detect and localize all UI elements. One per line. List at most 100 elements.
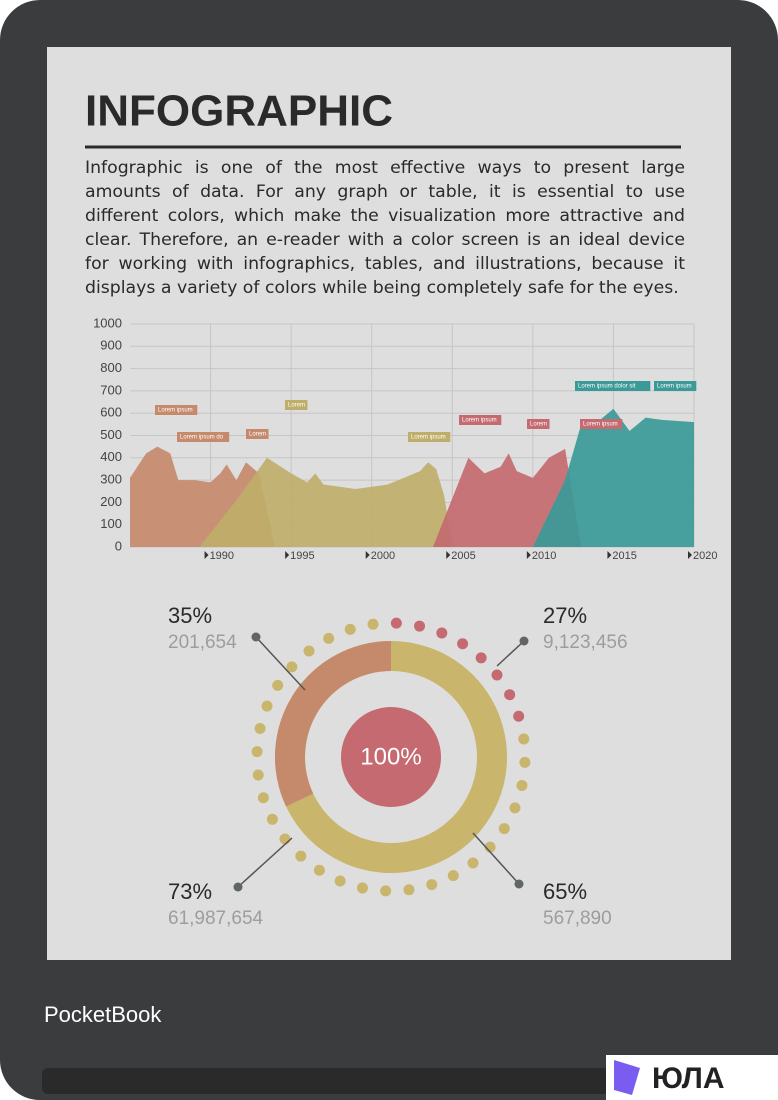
x-tick-arrow xyxy=(688,551,692,559)
y-tick-label: 300 xyxy=(100,472,122,487)
x-tick-arrow xyxy=(446,551,451,559)
y-tick-label: 400 xyxy=(100,449,122,464)
ring-dot xyxy=(254,722,266,734)
ring-dot xyxy=(403,884,415,896)
leader-dot xyxy=(251,632,261,642)
ring-dot xyxy=(498,823,510,835)
ring-dot xyxy=(252,769,264,781)
x-tick-label: 1995 xyxy=(290,550,314,562)
x-tick-label: 2000 xyxy=(371,550,395,562)
annotation-box xyxy=(285,400,308,410)
ring-dot xyxy=(436,627,448,639)
ring-dot xyxy=(513,710,525,722)
y-tick-label: 500 xyxy=(100,427,122,442)
ring-dot xyxy=(257,792,269,804)
annotation: Lorem ipsum xyxy=(411,435,446,441)
annotation-box xyxy=(575,381,651,391)
callout-count: 201,654 xyxy=(168,632,237,653)
callout-percent: 27% xyxy=(543,603,587,628)
buttons xyxy=(42,1068,642,1094)
ring-dot xyxy=(303,645,315,657)
annotation-box xyxy=(459,415,502,425)
y-tick-label: 800 xyxy=(100,360,122,375)
ring-dot xyxy=(518,733,530,745)
leader-line xyxy=(472,832,520,885)
ring-dot xyxy=(516,780,528,792)
brand: PocketBook xyxy=(44,1002,162,1027)
ring-dot xyxy=(519,756,531,768)
leader-dot xyxy=(519,636,529,646)
y-tick-label: 0 xyxy=(115,538,122,553)
callout-count: 567,890 xyxy=(543,908,612,929)
ring-dot xyxy=(380,885,392,897)
ring-dot xyxy=(414,620,426,632)
center-circle xyxy=(341,707,441,807)
callout-percent: 73% xyxy=(168,879,212,904)
area xyxy=(432,448,582,547)
annotation-box xyxy=(654,381,697,391)
area xyxy=(199,457,453,547)
annotation-box xyxy=(155,405,198,415)
ring-dot xyxy=(272,679,284,691)
ring-dot xyxy=(286,661,298,673)
annotation: Lorem xyxy=(530,422,547,428)
ring-dot xyxy=(457,638,469,650)
y-tick-label: 600 xyxy=(100,405,122,420)
ring-dot xyxy=(426,879,438,891)
ring-dot xyxy=(334,875,346,887)
annotation: Lorem ipsum do xyxy=(180,435,224,441)
annotation: Lorem ipsum xyxy=(657,384,692,390)
area xyxy=(532,408,694,547)
ring-dot xyxy=(344,623,356,635)
y-tick-label: 100 xyxy=(100,516,122,531)
ring-dot xyxy=(313,864,325,876)
annotation-box xyxy=(580,419,623,429)
ring-dot xyxy=(251,746,263,758)
annotation: Lorem ipsum xyxy=(158,408,193,414)
leader-line xyxy=(496,640,525,667)
annotation-box xyxy=(177,432,230,442)
annotation-box xyxy=(408,432,451,442)
y-tick-label: 900 xyxy=(100,338,122,353)
watermark: ЮЛА xyxy=(652,1062,725,1095)
leader-dot xyxy=(514,879,524,889)
ring-dot xyxy=(390,617,402,629)
annotation: Lorem ipsum xyxy=(462,418,497,424)
x-tick-arrow xyxy=(285,551,290,559)
ring-dot xyxy=(323,632,335,644)
x-tick-arrow xyxy=(607,551,612,559)
ring-dot xyxy=(504,689,516,701)
center-label: 100% xyxy=(360,743,421,770)
title: INFOGRAPHIC xyxy=(85,87,393,136)
callout-count: 61,987,654 xyxy=(168,908,264,929)
ring-dot xyxy=(356,882,368,894)
x-tick-label: 1990 xyxy=(210,550,234,562)
y-tick-label: 1000 xyxy=(93,315,122,330)
x-tick-label: 2005 xyxy=(451,550,475,562)
ring-orange xyxy=(275,641,391,807)
ring-dot xyxy=(266,813,278,825)
ring-dot xyxy=(279,833,291,845)
ring-dot xyxy=(367,618,379,630)
annotation: Lorem ipsum dolor sit xyxy=(578,384,636,390)
leader-line xyxy=(237,837,293,888)
annotation: Lorem xyxy=(249,432,266,438)
callout-percent: 65% xyxy=(543,879,587,904)
paragraph: Infographic is one of the most effective… xyxy=(85,158,685,298)
ring-dot xyxy=(475,652,487,664)
annotation: Lorem ipsum xyxy=(583,422,618,428)
y-tick-label: 700 xyxy=(100,382,122,397)
leader-dot xyxy=(233,882,243,892)
watermark-logo xyxy=(614,1060,640,1095)
leader-line xyxy=(255,636,306,691)
callout-count: 9,123,456 xyxy=(543,632,628,653)
x-tick-arrow xyxy=(204,551,209,559)
x-tick-arrow xyxy=(526,551,531,559)
ring-dot xyxy=(491,669,503,681)
ring-dot xyxy=(295,850,307,862)
ring-dot xyxy=(509,802,521,814)
x-tick-label: 2015 xyxy=(612,550,636,562)
annotation: Lorem xyxy=(288,403,305,409)
ring-dot xyxy=(261,700,273,712)
